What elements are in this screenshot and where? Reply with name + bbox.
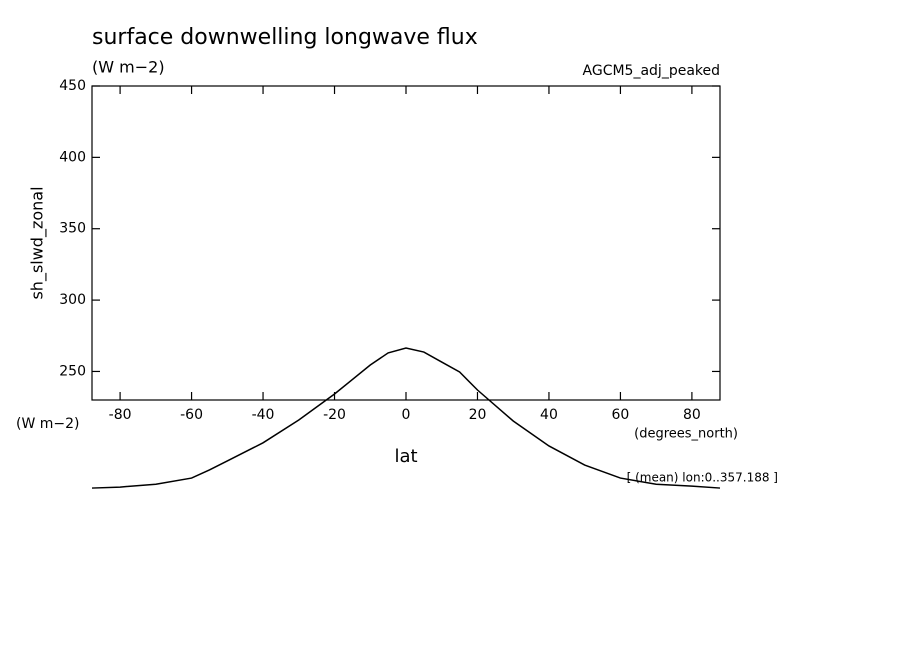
x-axis-label: lat — [394, 446, 417, 467]
x-units: (degrees_north) — [634, 427, 738, 442]
annotation: [ (mean) lon:0..357.188 ] — [627, 471, 778, 485]
plot-frame — [91, 85, 721, 401]
y-axis-label: sh_slwd_zonal — [28, 186, 48, 299]
dataset-label: AGCM5_adj_peaked — [583, 63, 720, 79]
y-tick-label: 300 — [59, 292, 86, 308]
x-tick-label: 60 — [612, 407, 630, 423]
y-tick-label: 400 — [59, 149, 86, 165]
x-tick-label: 80 — [683, 407, 701, 423]
y-tick-label: 250 — [59, 363, 86, 379]
x-tick-label: -40 — [252, 407, 275, 423]
chart-title: surface downwelling longwave flux — [92, 25, 478, 50]
x-tick-label: -60 — [180, 407, 203, 423]
y-tick-label: 350 — [59, 221, 86, 237]
y-tick-label: 450 — [59, 78, 86, 94]
x-tick-label: 40 — [540, 407, 558, 423]
x-tick-label: -20 — [323, 407, 346, 423]
x-tick-label: 20 — [469, 407, 487, 423]
y-units: (W m−2) — [16, 416, 80, 432]
chart-subtitle: (W m−2) — [92, 58, 165, 77]
x-tick-label: -80 — [109, 407, 132, 423]
x-tick-label: 0 — [402, 407, 411, 423]
data-line — [91, 347, 721, 489]
